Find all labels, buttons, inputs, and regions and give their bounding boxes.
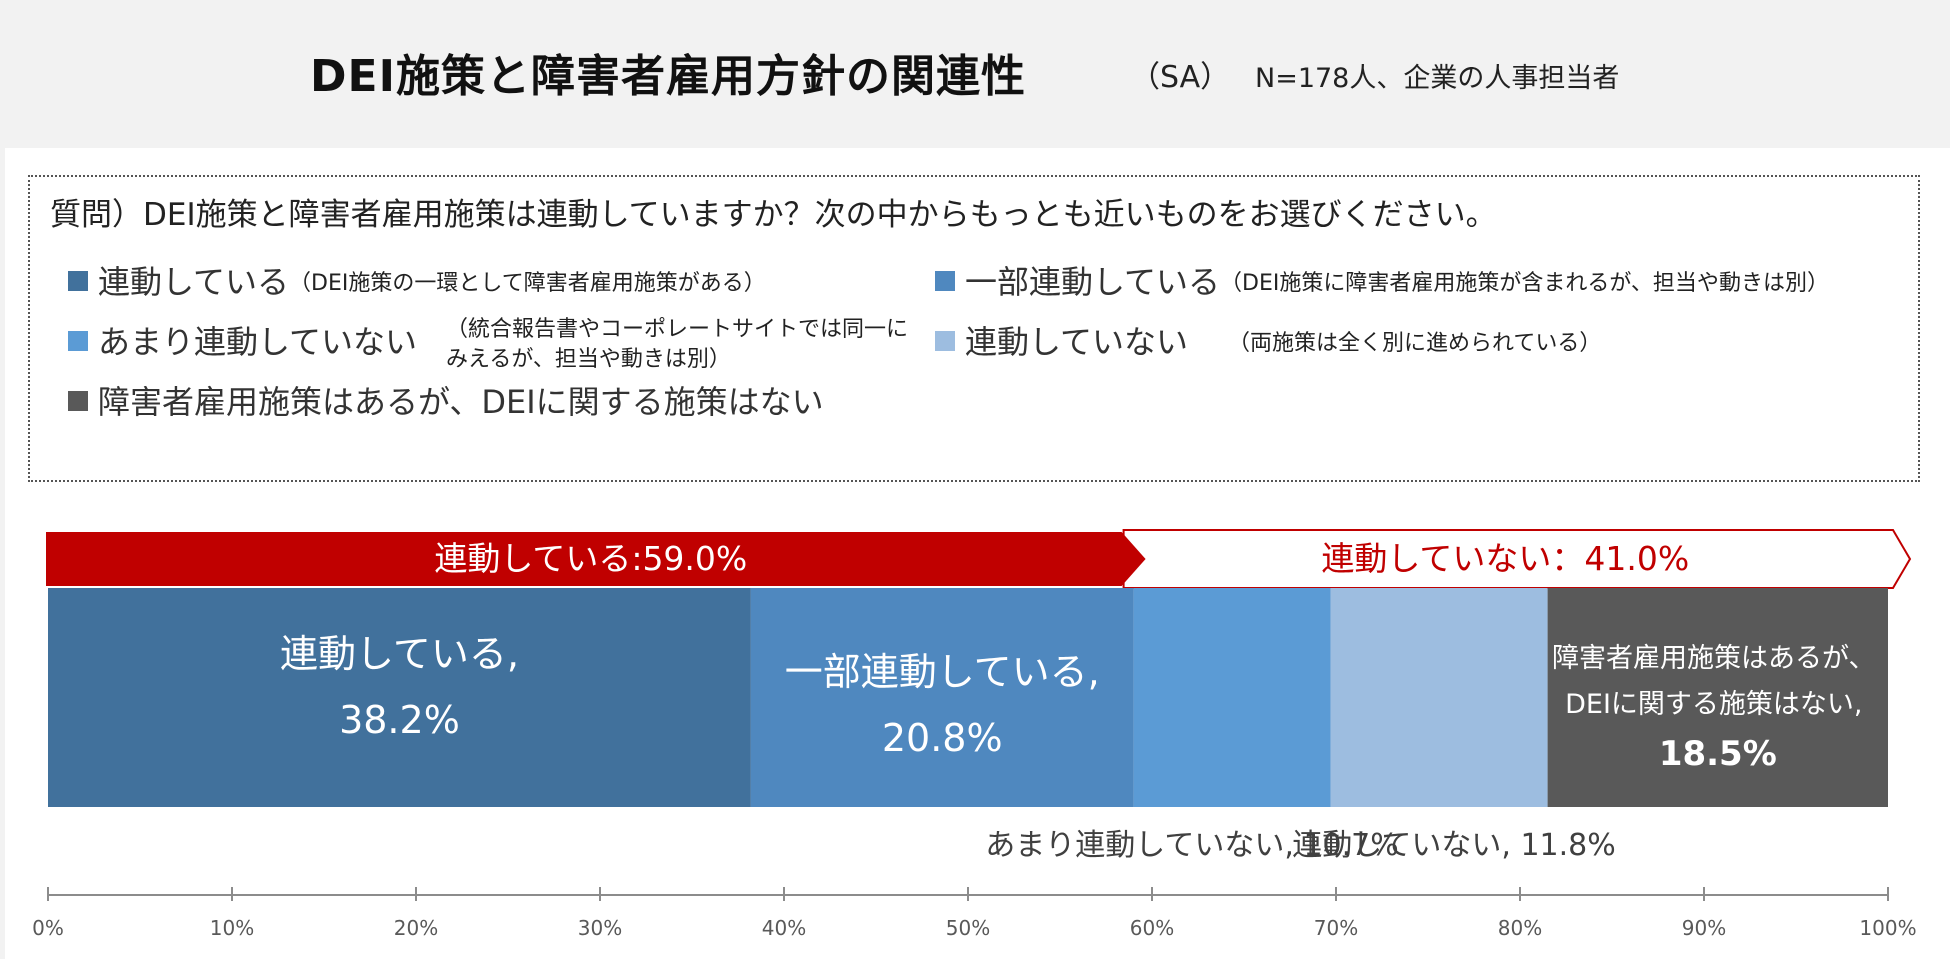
- legend-swatch-linked: [68, 271, 88, 291]
- stacked-bar-chart: 連動している:59.0% 連動していない：41.0% 連動している, 38.2% 一部連…: [0, 515, 1950, 959]
- data-label-linked-name: 連動している,: [280, 632, 519, 676]
- question-text: 質問）DEI施策と障害者雇用施策は連動していますか？次の中からもっとも近いものを…: [50, 197, 1497, 233]
- data-label-no-dei-name2: DEIに関する施策はない,: [1565, 689, 1862, 720]
- legend-item-barely-linked: あまり連動していない: [68, 317, 417, 363]
- bar-segment-4: [1330, 588, 1548, 807]
- legend-swatch-partly-linked: [935, 271, 955, 291]
- bar-segment-5: [1547, 588, 1888, 807]
- legend-item-no-dei: 障害者雇用施策はあるが、DEIに関する施策はない: [68, 377, 824, 423]
- banner-arrow-step: [795, 538, 1122, 586]
- bar-segment-2: [750, 588, 1134, 807]
- data-label-barely: あまり連動していない, 10.7%: [985, 828, 1398, 863]
- x-tick-label: 80%: [1498, 916, 1542, 940]
- x-tick-label: 70%: [1314, 916, 1358, 940]
- legend-swatch-no-dei: [68, 391, 88, 411]
- legend-label: 障害者雇用施策はあるが、DEIに関する施策はない: [98, 383, 824, 421]
- header: DEI施策と障害者雇用方針の関連性 （SA） N=178人、企業の人事担当者: [0, 0, 1950, 148]
- data-label-linked-value: 38.2%: [339, 698, 460, 742]
- bar-segment-3: [1133, 588, 1331, 807]
- legend-swatch-barely-linked: [68, 331, 88, 351]
- data-label-not-linked: 連動していない, 11.8%: [1292, 828, 1615, 863]
- x-tick-label: 20%: [394, 916, 438, 940]
- sample-info: N=178人、企業の人事担当者: [1255, 63, 1620, 94]
- legend-swatch-not-linked: [935, 331, 955, 351]
- legend-item-partly-linked: 一部連動している （DEI施策に障害者雇用施策が含まれるが、担当や動きは別）: [935, 257, 1829, 303]
- x-tick-label: 60%: [1130, 916, 1174, 940]
- legend-item-linked: 連動している （DEI施策の一環として障害者雇用施策がある）: [68, 257, 766, 303]
- legend-item-not-linked: 連動していない （両施策は全く別に進められている）: [935, 317, 1601, 363]
- x-tick-label: 90%: [1682, 916, 1726, 940]
- x-tick-label: 30%: [578, 916, 622, 940]
- x-tick-label: 100%: [1859, 916, 1916, 940]
- answer-type: （SA）: [1130, 60, 1231, 95]
- data-label-partly-name: 一部連動している,: [785, 650, 1100, 694]
- chart-svg: 連動している:59.0% 連動していない：41.0% 連動している, 38.2% 一部連…: [32, 529, 1917, 940]
- legend-note: （DEI施策の一環として障害者雇用施策がある）: [289, 271, 766, 296]
- legend-note: （統合報告書やコーポレートサイトでは同一にみえるが、担当や動きは別）: [446, 317, 909, 372]
- legend-note: （DEI施策に障害者雇用施策が含まれるが、担当や動きは別）: [1220, 271, 1829, 296]
- banner-not-linked-label: 連動していない：41.0%: [1321, 539, 1689, 578]
- data-label-partly-value: 20.8%: [882, 716, 1003, 760]
- bar-segment-1: [48, 588, 751, 807]
- legend-label: 連動していない: [965, 323, 1189, 361]
- x-tick-label: 50%: [946, 916, 990, 940]
- banner-linked-label: 連動している:59.0%: [434, 539, 747, 578]
- data-label-no-dei-value: 18.5%: [1659, 734, 1777, 774]
- page-title: DEI施策と障害者雇用方針の関連性: [310, 51, 1026, 102]
- x-tick-label: 10%: [210, 916, 254, 940]
- legend-label: あまり連動していない: [98, 323, 418, 361]
- legend-label: 一部連動している: [965, 263, 1221, 301]
- data-label-no-dei-name1: 障害者雇用施策はあるが、: [1552, 643, 1875, 674]
- legend-label: 連動している: [98, 263, 290, 301]
- x-tick-label: 0%: [32, 916, 64, 940]
- x-tick-label: 40%: [762, 916, 806, 940]
- question-box: 質問）DEI施策と障害者雇用施策は連動していますか？次の中からもっとも近いものを…: [28, 175, 1920, 482]
- legend-note: （両施策は全く別に進められている）: [1228, 331, 1602, 356]
